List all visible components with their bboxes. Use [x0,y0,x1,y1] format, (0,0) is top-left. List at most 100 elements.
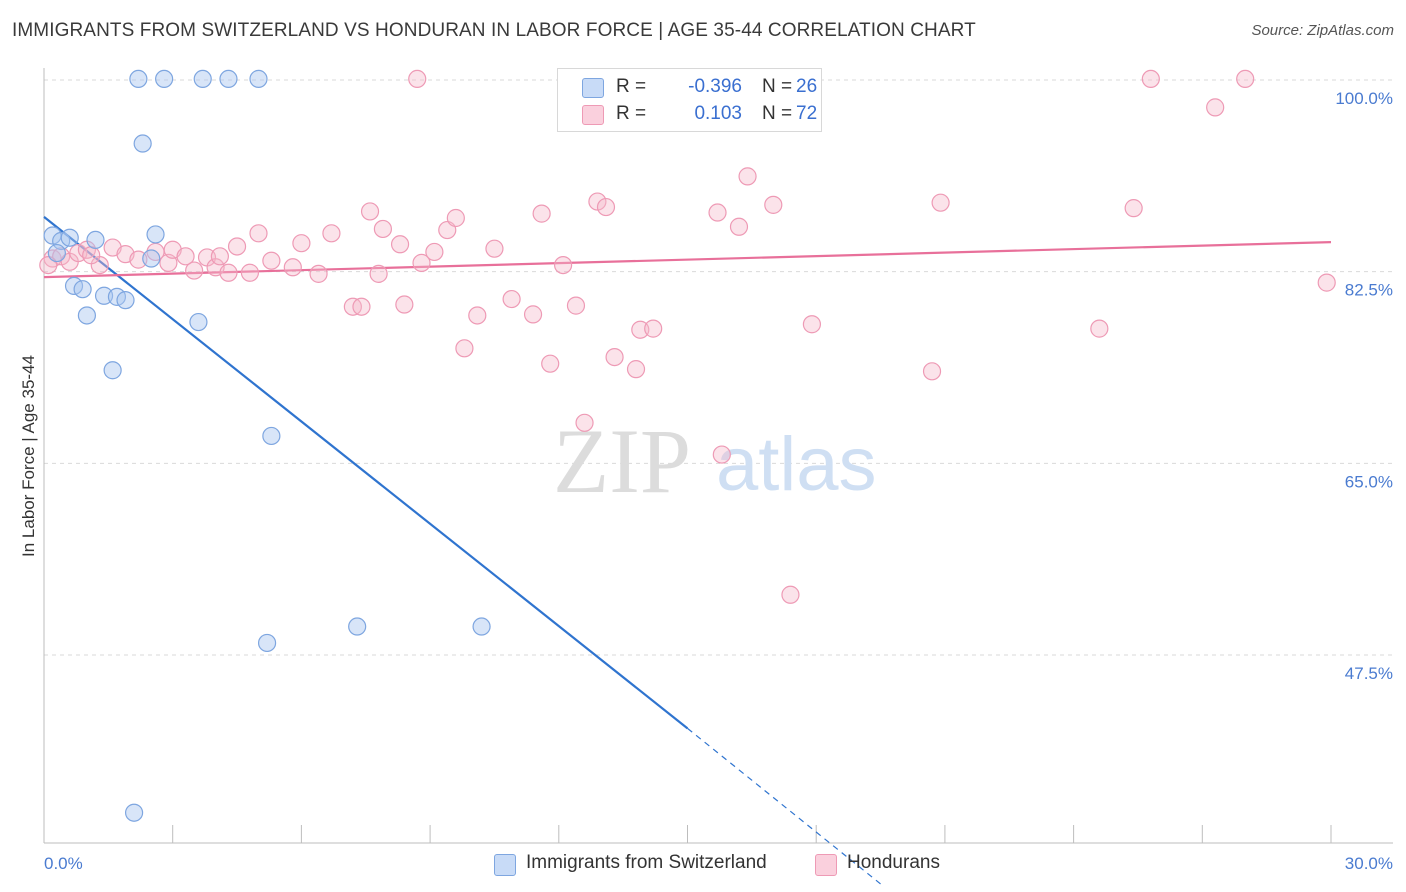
trend-lines [43,216,1332,885]
swiss-point [348,617,367,636]
honduran-point [185,261,204,280]
legend-n-label: N = [762,76,793,97]
swiss-point [94,286,114,305]
y-tick-label: 100.0% [1335,89,1393,108]
honduran-point [626,360,646,379]
honduran-point [176,247,195,266]
chart-title: IMMIGRANTS FROM SWITZERLAND VS HONDURAN … [12,20,976,41]
watermark: ZIP atlas [553,410,877,512]
honduran-point [322,224,341,243]
legend-swatch-swiss [582,78,604,98]
honduran-point [931,193,950,212]
swiss-point [73,280,92,299]
swiss-point [124,803,144,822]
watermark-zip: ZIP [553,410,691,512]
swiss-point [146,225,165,244]
honduran-point [240,263,260,282]
honduran-point [1317,273,1336,292]
swiss-trend-line [43,216,689,730]
honduran-point [129,250,148,269]
honduran-point [446,208,465,228]
honduran-point [523,305,543,324]
honduran-point [1090,319,1109,338]
honduran-point [1124,199,1143,218]
honduran-point [738,167,757,186]
y-tick-label: 82.5% [1345,281,1393,300]
honduran-point [485,239,504,258]
honduran-point [802,315,822,334]
legend-swatch-honduran [582,105,604,125]
legend-r-value: 0.103 [694,103,742,124]
swiss-trend-extension [687,727,881,885]
legend-r-label: R = [616,103,647,124]
honduran-point [708,203,727,222]
honduran-point [373,219,393,239]
source-label: Source: ZipAtlas.com [1251,22,1394,39]
honduran-point [408,69,427,89]
grid-lines [44,79,1393,656]
honduran-point [227,237,247,256]
bottom-legend-label-honduran: Hondurans [847,852,940,873]
swiss-point [155,69,174,89]
swiss-point [116,291,135,310]
swiss-point [189,312,208,332]
honduran-point [1236,69,1255,89]
honduran-point [712,445,731,464]
honduran-point [781,585,800,604]
honduran-point [369,264,388,283]
honduran-point [283,258,302,277]
honduran-point [1206,98,1225,117]
tick-labels: 100.0% 82.5% 65.0% 47.5% 0.0% 30.0% In Labor F… [19,89,1393,873]
y-tick-label: 47.5% [1345,664,1393,683]
x-tick-label-max: 30.0% [1345,854,1393,873]
honduran-point [425,242,444,262]
swiss-point [472,617,491,636]
y-tick-label: 65.0% [1345,472,1393,491]
swiss-point [77,306,97,325]
y-axis-title: In Labor Force | Age 35-44 [19,355,38,557]
honduran-point [1141,69,1160,89]
honduran-point [566,296,586,315]
honduran-point [82,246,101,265]
honduran-point [631,320,650,339]
swiss-point [262,426,281,446]
honduran-point [644,319,663,338]
honduran-point [553,255,573,275]
bottom-legend-swatch-swiss [494,854,516,876]
swiss-point [193,69,212,89]
swiss-point [142,249,161,268]
swiss-point [219,69,238,89]
swiss-point [103,361,122,380]
bottom-legend-swatch-honduran [815,854,837,876]
swiss-point [86,230,105,250]
legend-n-value: 26 [796,76,818,97]
honduran-point [219,263,238,282]
correlation-legend: R = -0.396 N = 26 R = 0.103 N = 72 [557,68,822,132]
legend-n-label: N = [762,103,793,124]
honduran-point [922,362,942,381]
honduran-point [395,295,414,314]
swiss-point [133,134,152,153]
honduran-point [541,354,560,373]
bottom-legend-label-swiss: Immigrants from Switzerland [526,852,767,873]
legend-n-value: 72 [796,103,818,124]
honduran-point [292,234,311,253]
honduran-point [309,264,328,283]
swiss-point [257,633,277,653]
honduran-point [412,253,431,273]
legend-r-value: -0.396 [688,76,742,97]
swiss-point [47,243,66,263]
swiss-point [60,228,79,247]
legend-r-label: R = [616,76,647,97]
swiss-point [249,69,268,89]
honduran-point [764,195,783,214]
honduran-point [605,347,624,367]
honduran-point [502,289,521,309]
honduran-point [390,235,410,254]
honduran-point [249,224,268,243]
honduran-point [210,247,229,266]
x-tick-label-min: 0.0% [44,854,83,873]
honduran-point [352,297,371,316]
honduran-point [262,251,281,270]
